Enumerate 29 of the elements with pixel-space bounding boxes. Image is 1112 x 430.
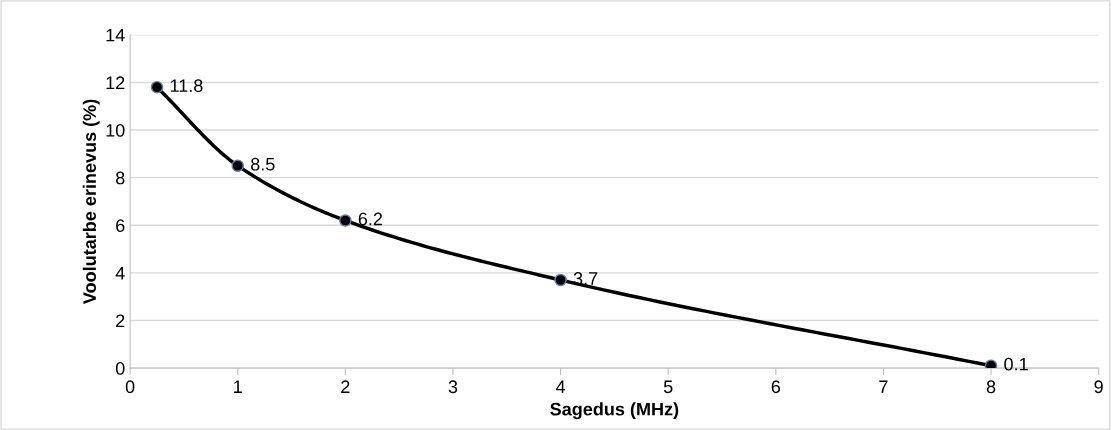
point xyxy=(554,273,567,287)
data-label: 11.8 xyxy=(170,79,203,93)
x-tick-label: 1 xyxy=(234,380,242,393)
y-axis-title: Voolutarbe erinevus (%) xyxy=(82,99,100,304)
data-label: 0.1 xyxy=(1004,357,1028,371)
y-tick-label: 12 xyxy=(106,76,125,89)
y-tick-label: 14 xyxy=(106,28,125,42)
x-tick-label: 9 xyxy=(1094,380,1103,394)
x-tick-label: 4 xyxy=(555,380,566,393)
y-tick-label: 2 xyxy=(116,314,125,328)
x-tick-label: 2 xyxy=(341,380,350,393)
point xyxy=(150,80,164,94)
x-tick-label: 8 xyxy=(986,380,996,394)
y-tick-label: 6 xyxy=(116,219,125,232)
y-tick-label: 10 xyxy=(106,123,125,137)
x-tick-label: 3 xyxy=(448,380,458,394)
y-tick-label: 4 xyxy=(115,266,125,280)
data-label: 8.5 xyxy=(251,157,275,171)
data-label: 6.2 xyxy=(358,212,383,226)
x-tick-label: 7 xyxy=(879,380,888,393)
point xyxy=(339,214,352,227)
x-tick-label: 5 xyxy=(663,380,673,394)
point xyxy=(231,159,244,173)
x-tick-label: 0 xyxy=(125,380,135,394)
x-tick-label: 6 xyxy=(771,380,781,394)
x-axis-title: Sagedus (MHz) xyxy=(550,402,679,420)
y-tick-label: 8 xyxy=(115,171,125,185)
y-tick-label: 0 xyxy=(115,362,125,375)
point xyxy=(984,359,998,369)
